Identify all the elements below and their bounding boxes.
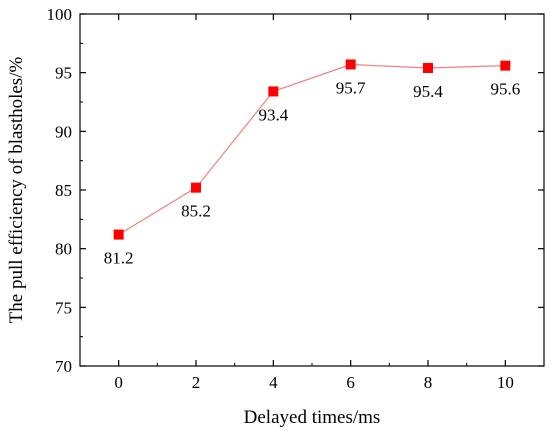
data-label: 95.6 [490, 80, 520, 99]
data-point [191, 182, 201, 193]
y-axis: 70 75 80 85 90 95 100 [47, 5, 544, 376]
data-label: 93.4 [258, 105, 288, 124]
y-tick-label: 75 [55, 298, 72, 317]
x-axis: 0 2 4 6 8 10 [114, 14, 514, 392]
y-tick-label: 70 [55, 357, 72, 376]
y-tick-label: 85 [55, 181, 72, 200]
y-axis-label: The pull efficiency of blastholes/% [6, 57, 27, 324]
y-tick-label: 95 [55, 64, 72, 83]
x-tick-label: 2 [192, 373, 201, 392]
x-tick-label: 10 [497, 373, 514, 392]
x-axis-label: Delayed times/ms [244, 407, 381, 428]
data-point [500, 60, 511, 71]
x-tick-label: 4 [269, 373, 278, 392]
y-tick-label: 100 [47, 5, 73, 24]
data-point [345, 59, 356, 70]
x-tick-label: 8 [424, 373, 433, 392]
y-tick-label: 90 [55, 122, 72, 141]
data-point [268, 86, 279, 97]
data-label: 95.4 [413, 82, 443, 101]
data-point [113, 229, 124, 240]
series-markers [113, 59, 511, 240]
data-labels: 81.2 85.2 93.4 95.7 95.4 95.6 [104, 78, 520, 267]
data-label: 81.2 [104, 249, 134, 268]
x-tick-label: 6 [346, 373, 355, 392]
data-label: 85.2 [181, 202, 211, 221]
x-tick-label: 0 [114, 373, 123, 392]
data-label: 95.7 [336, 78, 366, 97]
y-tick-label: 80 [55, 240, 72, 259]
data-point [423, 62, 433, 73]
series-line [118, 63, 506, 236]
